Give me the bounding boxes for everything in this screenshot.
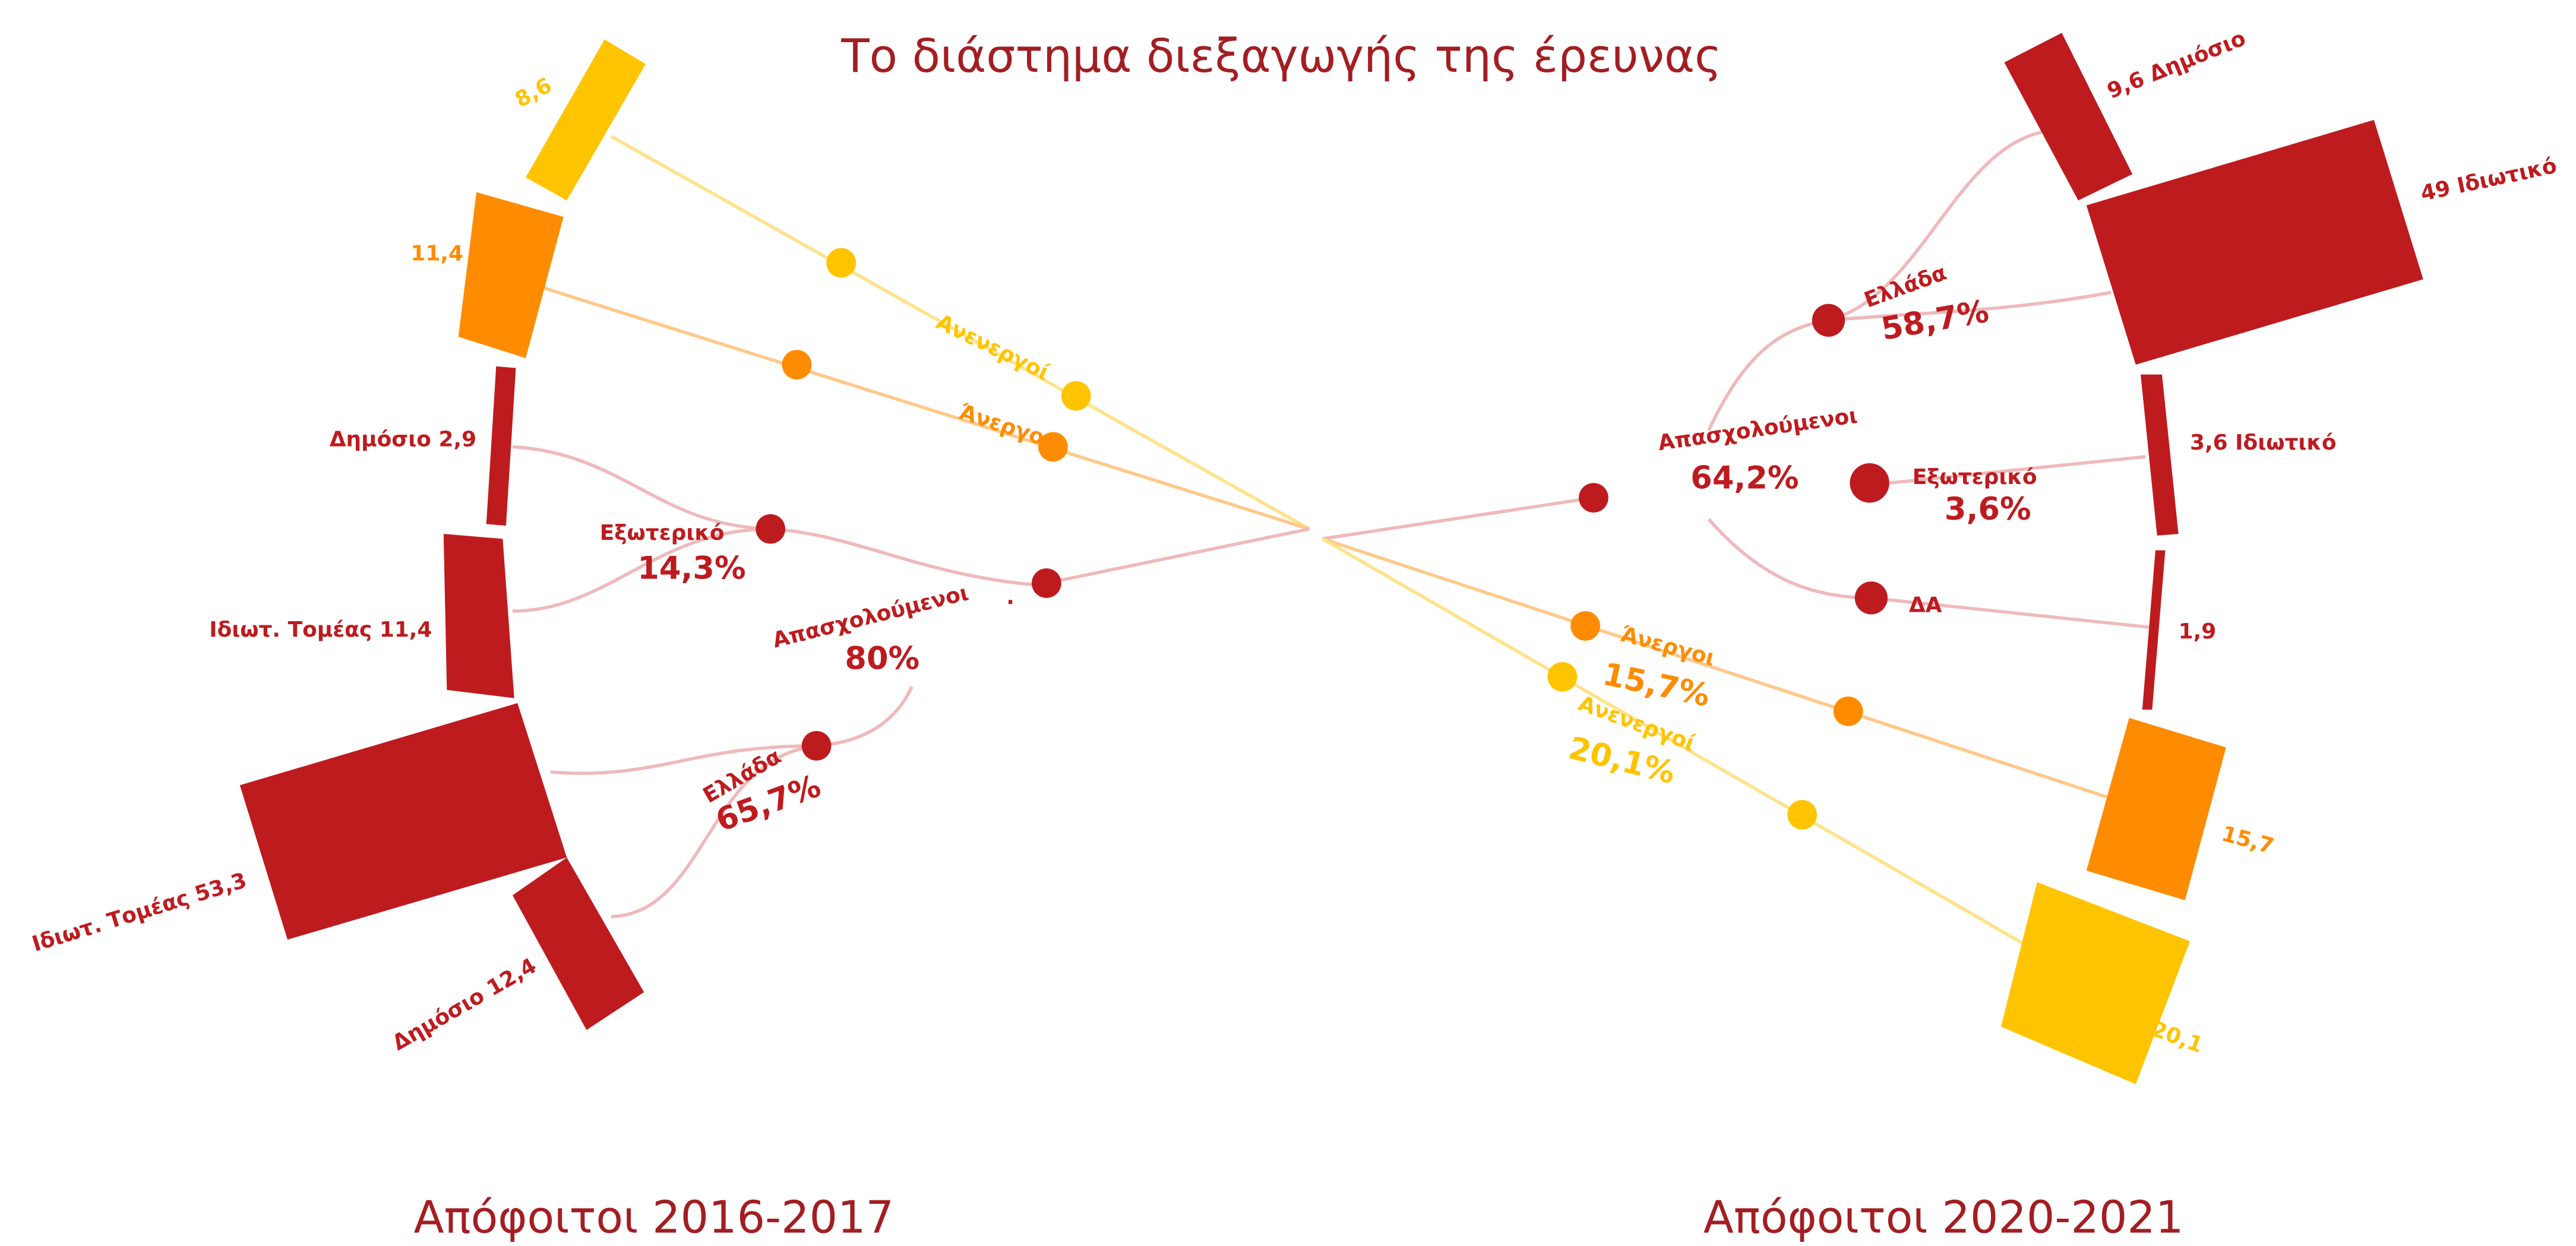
left-bars [239, 39, 646, 1030]
title: Το διάστημα διεξαγωγής της έρευνας [840, 30, 1721, 83]
bar-label: Ιδιωτ. Τομέας 53,3 [29, 868, 249, 957]
connectors [512, 129, 2153, 974]
bar-label: Δημόσιο 2,9 [330, 427, 476, 451]
label: Εξωτερικό [600, 521, 725, 545]
bar-label: 15,7 [2219, 821, 2276, 859]
label: ΔΑ [1909, 593, 1942, 618]
bar-label: 9,6 Δημόσιο [2104, 26, 2249, 104]
bar-label: 11,4 [410, 242, 463, 266]
right-dots [1547, 303, 1889, 830]
bar-label: Ιδιωτ. Τομέας 11,4 [209, 618, 432, 642]
percent: 14,3% [637, 550, 745, 586]
bar-label: Δημόσιο 12,4 [388, 954, 541, 1056]
percent: 80% [845, 641, 919, 677]
bar-label: 8,6 [511, 73, 555, 112]
bar-label: 20,1 [2148, 1017, 2206, 1058]
label: Ανενεργοί [933, 310, 1053, 385]
bar-label: 3,6 Ιδιωτικό [2190, 431, 2337, 455]
left-dots [756, 248, 1091, 761]
percent: 3,6% [1945, 491, 2031, 527]
percent: 64,2% [1690, 460, 1799, 496]
label: Εξωτερικό [1913, 465, 2037, 489]
bar-label: 1,9 [2179, 619, 2217, 644]
cohort-label: Απόφοιτοι 2016-2017 [414, 1192, 895, 1244]
bar-label: 49 Ιδιωτικό [2419, 154, 2559, 207]
cohort-label: Απόφοιτοι 2020-2021 [1703, 1192, 2184, 1244]
label: Άνεργοι [956, 400, 1055, 453]
label: Απασχολούμενοι [1657, 403, 1859, 456]
label: . [1006, 585, 1014, 609]
right-bars [2000, 33, 2423, 1084]
